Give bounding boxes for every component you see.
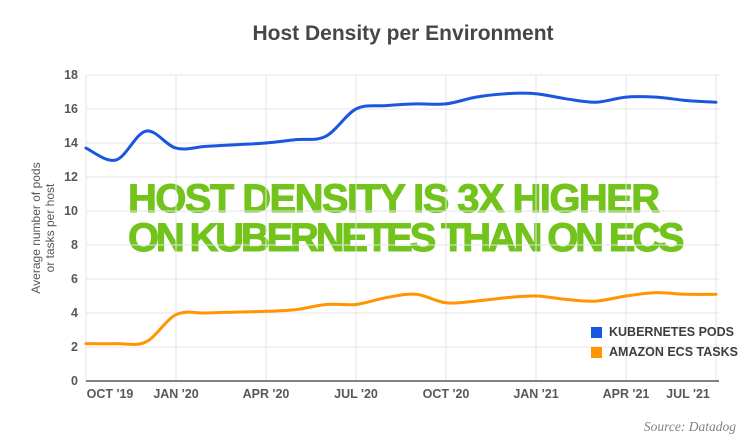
- svg-text:JUL '21: JUL '21: [666, 387, 710, 401]
- svg-text:KUBERNETES PODS: KUBERNETES PODS: [609, 325, 734, 339]
- svg-text:AMAZON ECS TASKS: AMAZON ECS TASKS: [609, 345, 738, 359]
- svg-text:10: 10: [64, 204, 78, 218]
- svg-text:OCT '20: OCT '20: [423, 387, 470, 401]
- svg-text:JAN '20: JAN '20: [153, 387, 198, 401]
- svg-text:14: 14: [64, 136, 78, 150]
- svg-text:6: 6: [71, 272, 78, 286]
- svg-text:2: 2: [71, 340, 78, 354]
- svg-text:APR '20: APR '20: [243, 387, 290, 401]
- svg-text:4: 4: [71, 306, 78, 320]
- svg-text:APR '21: APR '21: [603, 387, 650, 401]
- svg-text:18: 18: [64, 68, 78, 82]
- svg-text:JUL '20: JUL '20: [334, 387, 378, 401]
- svg-text:OCT '19: OCT '19: [87, 387, 134, 401]
- svg-text:JAN '21: JAN '21: [513, 387, 558, 401]
- svg-text:12: 12: [64, 170, 78, 184]
- svg-text:0: 0: [71, 374, 78, 388]
- svg-text:8: 8: [71, 238, 78, 252]
- svg-text:16: 16: [64, 102, 78, 116]
